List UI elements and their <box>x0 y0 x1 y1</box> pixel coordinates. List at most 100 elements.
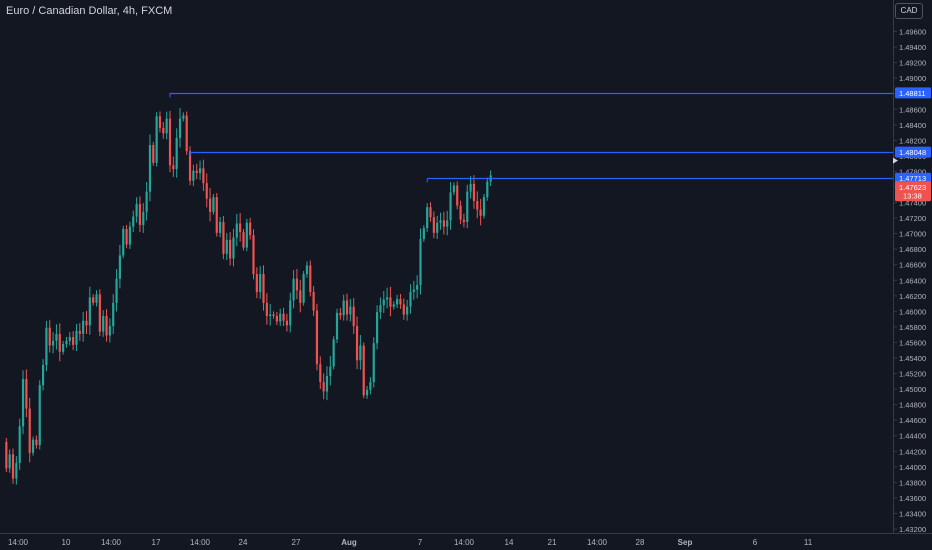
candle-body <box>18 426 21 463</box>
candle-body <box>48 327 51 346</box>
current-price-tag <box>895 181 931 202</box>
price-level-tag[interactable] <box>895 87 931 99</box>
candle-body <box>155 116 158 163</box>
candle-body <box>372 343 375 383</box>
candle-body <box>78 330 81 334</box>
candle-body <box>142 211 145 226</box>
candle-body <box>232 237 235 259</box>
price-level-tag[interactable] <box>895 146 931 158</box>
candle-body <box>65 340 68 345</box>
candle-body <box>409 291 412 307</box>
y-tick-label: 1.49400 <box>899 43 926 52</box>
candle-body <box>185 115 188 152</box>
x-tick-label: Sep <box>678 538 693 547</box>
candle-body <box>412 289 415 292</box>
candle-body <box>452 185 455 193</box>
candle-body <box>249 222 252 236</box>
candle-body <box>449 192 452 221</box>
candle-body <box>178 118 182 139</box>
candle-body <box>38 385 41 446</box>
candle-body <box>322 382 325 392</box>
candle-body <box>25 378 28 409</box>
currency-button[interactable]: CAD <box>895 3 923 19</box>
candle-body <box>399 298 402 305</box>
y-tick-label: 1.49000 <box>899 74 926 83</box>
candle-body <box>198 168 202 174</box>
current-price-label: 1.47623 <box>899 183 926 192</box>
candle-body <box>202 168 205 184</box>
candle-body <box>389 297 392 307</box>
candle-body <box>255 274 258 292</box>
y-tick-label: 1.46800 <box>899 245 926 254</box>
candle-body <box>192 170 195 181</box>
candle-body <box>168 118 172 166</box>
candle-body <box>172 165 175 170</box>
candle-body <box>85 320 88 326</box>
candle-body <box>52 340 55 346</box>
candle-body <box>439 220 442 223</box>
candle-body <box>486 181 489 198</box>
x-tick-label: 14:00 <box>8 538 29 547</box>
y-tick-label: 1.45000 <box>899 385 926 394</box>
candle-body <box>11 454 15 479</box>
candle-body <box>125 228 128 245</box>
candle-body <box>432 217 435 233</box>
candle-body <box>302 274 305 303</box>
candle-body <box>72 337 75 345</box>
candle-body <box>285 320 288 326</box>
price-level-tag[interactable] <box>895 172 931 184</box>
candle-body <box>292 278 295 301</box>
candle-body <box>35 439 38 446</box>
candle-body <box>386 297 389 300</box>
candle-body <box>456 185 459 206</box>
x-tick-label: 6 <box>753 538 758 547</box>
candle-body <box>235 223 238 238</box>
candle-body <box>128 226 132 245</box>
x-tick-label: 27 <box>292 538 301 547</box>
candle-body <box>102 316 105 332</box>
time-axis[interactable]: 14:00 10 14:00 17 14:00 24 27 Aug 7 14:00 14 21 14:0… <box>8 538 813 547</box>
candle-body <box>365 389 369 396</box>
candle-body <box>396 298 399 305</box>
candle-body <box>362 345 365 396</box>
price-axis[interactable]: 1.496001.494001.492001.490001.488001.486… <box>893 28 926 534</box>
candles-layer <box>5 108 492 485</box>
x-tick-label: 24 <box>239 538 248 547</box>
candle-body <box>352 306 355 327</box>
candle-body <box>349 306 352 315</box>
y-tick-label: 1.47200 <box>899 214 926 223</box>
axis-marker-icon <box>893 157 898 164</box>
y-tick-label: 1.46600 <box>899 261 926 270</box>
x-tick-label: 14:00 <box>190 538 211 547</box>
candle-body <box>135 204 138 217</box>
candle-body <box>112 302 115 327</box>
y-tick-label: 1.49600 <box>899 28 926 37</box>
candle-body <box>28 408 31 453</box>
x-tick-label: Aug <box>341 538 357 547</box>
x-tick-label: 21 <box>548 538 557 547</box>
x-tick-label: 28 <box>636 538 645 547</box>
y-tick-label: 1.44000 <box>899 463 926 472</box>
candle-body <box>45 327 48 365</box>
candle-body <box>289 300 292 326</box>
candle-body <box>406 306 409 315</box>
candle-body <box>312 291 315 311</box>
candle-body <box>369 382 372 390</box>
candle-body <box>239 223 242 233</box>
current-price-countdown: 13:38 <box>903 192 922 201</box>
candle-body <box>215 197 218 233</box>
candle-body <box>222 221 225 254</box>
candle-body <box>108 326 111 336</box>
candle-body <box>208 198 212 212</box>
chart-title: Euro / Canadian Dollar, 4h, FXCM <box>6 5 173 17</box>
y-tick-label: 1.44400 <box>899 432 926 441</box>
candle-body <box>152 145 155 163</box>
candle-body <box>335 312 339 340</box>
y-tick-label: 1.45600 <box>899 338 926 347</box>
candle-body <box>392 304 395 307</box>
candle-body <box>269 314 272 317</box>
candle-body <box>482 197 486 216</box>
candle-body <box>402 304 405 315</box>
